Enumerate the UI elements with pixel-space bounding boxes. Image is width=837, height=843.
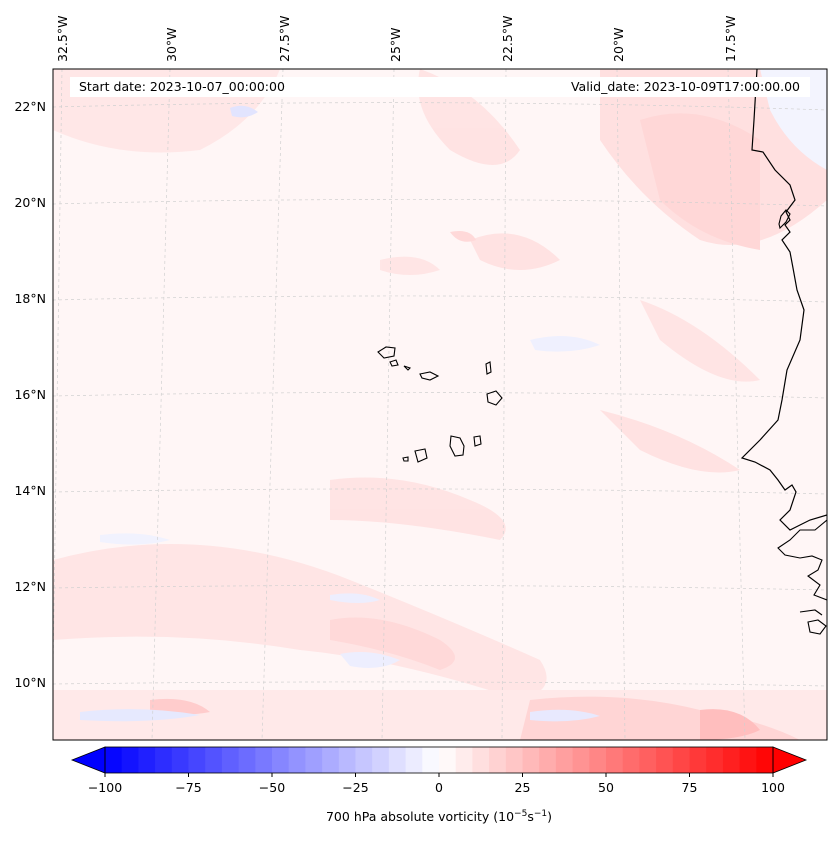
- graticule: [53, 69, 827, 740]
- lon-label: 27.5°W: [277, 16, 292, 62]
- colorbar-tick-label: −75: [175, 780, 201, 795]
- colorbar-cell: [272, 747, 290, 773]
- colorbar-cell: [305, 747, 323, 773]
- vorticity-field: [53, 69, 827, 740]
- lat-label: 14°N: [14, 483, 46, 498]
- lon-label: 32.5°W: [55, 16, 70, 62]
- colorbar: −100 −75 −50 −25 0 25 50 75 100 700 hPa absolute…: [70, 746, 808, 824]
- colorbar-cell: [205, 747, 223, 773]
- colorbar-cell: [355, 747, 373, 773]
- colorbar-cell: [689, 747, 707, 773]
- colorbar-cell: [606, 747, 624, 773]
- lat-label: 18°N: [14, 291, 46, 306]
- colorbar-cell: [171, 747, 190, 773]
- colorbar-cell: [188, 747, 206, 773]
- colorbar-cell: [505, 747, 524, 773]
- start-date: Start date: 2023-10-07_00:00:00: [79, 79, 285, 94]
- colorbar-cell: [522, 747, 540, 773]
- lon-label: 22.5°W: [500, 16, 515, 62]
- colorbar-cell: [372, 747, 390, 773]
- colorbar-cell: [322, 747, 340, 773]
- colorbar-cell: [656, 747, 674, 773]
- colorbar-cell: [138, 747, 156, 773]
- colorbar-cell: [639, 747, 657, 773]
- colorbar-max-extend: [772, 746, 808, 774]
- colorbar-cell: [756, 747, 774, 773]
- colorbar-cell: [555, 747, 574, 773]
- colorbar-cell: [589, 747, 607, 773]
- dakar-peninsula: [778, 209, 791, 230]
- colorbar-cell: [722, 747, 741, 773]
- colorbar-cell: [255, 747, 273, 773]
- colorbar-tick-label: −50: [259, 780, 285, 795]
- colorbar-cells: [105, 747, 774, 773]
- colorbar-tick-label: −100: [88, 780, 122, 795]
- map-frame: [52, 68, 828, 741]
- colorbar-label: 700 hPa absolute vorticity (10−5s−1): [326, 809, 552, 824]
- colorbar-tick-label: 25: [515, 780, 531, 795]
- lon-label: 17.5°W: [723, 16, 738, 62]
- colorbar-cell: [472, 747, 490, 773]
- colorbar-tick-label: 50: [598, 780, 614, 795]
- colorbar-cell: [221, 747, 240, 773]
- african-coastline: [740, 69, 827, 531]
- colorbar-cell: [439, 747, 457, 773]
- cape-verde-islands: [377, 346, 503, 463]
- colorbar-cell: [455, 747, 473, 773]
- lat-label: 20°N: [14, 195, 46, 210]
- colorbar-cell: [489, 747, 507, 773]
- colorbar-ticks: −100 −75 −50 −25 0 25 50 75 100: [88, 773, 785, 795]
- colorbar-tick-label: −25: [342, 780, 368, 795]
- valid-date: Valid_date: 2023-10-09T17:00:00.00: [571, 79, 800, 94]
- colorbar-tick-label: 75: [682, 780, 698, 795]
- colorbar-cell: [405, 747, 423, 773]
- lon-label: 30°W: [164, 27, 179, 62]
- latitude-labels: 22°N 20°N 18°N 16°N 14°N 12°N 10°N: [14, 99, 46, 690]
- colorbar-cell: [105, 747, 123, 773]
- longitude-labels: 32.5°W 30°W 27.5°W 25°W 22.5°W 20°W 17.5…: [55, 16, 738, 62]
- map-panel: [53, 69, 827, 740]
- colorbar-cell: [422, 747, 440, 773]
- colorbar-cell: [739, 747, 757, 773]
- lat-label: 12°N: [14, 579, 46, 594]
- lon-label: 25°W: [388, 27, 403, 62]
- colorbar-cell: [388, 747, 407, 773]
- lat-label: 16°N: [14, 387, 46, 402]
- colorbar-tick-label: 100: [761, 780, 785, 795]
- lon-label: 20°W: [611, 27, 626, 62]
- colorbar-min-extend: [70, 746, 106, 774]
- colorbar-cell: [288, 747, 306, 773]
- colorbar-tick-label: 0: [435, 780, 443, 795]
- colorbar-cell: [572, 747, 590, 773]
- colorbar-cell: [338, 747, 357, 773]
- colorbar-cell: [238, 747, 256, 773]
- colorbar-cell: [672, 747, 691, 773]
- date-banner: [70, 77, 810, 97]
- colorbar-cell: [155, 747, 173, 773]
- colorbar-cell: [706, 747, 724, 773]
- colorbar-cell: [121, 747, 139, 773]
- lat-label: 22°N: [14, 99, 46, 114]
- west-africa-coast-south: [777, 519, 827, 635]
- lat-label: 10°N: [14, 675, 46, 690]
- colorbar-cell: [622, 747, 640, 773]
- colorbar-cell: [539, 747, 557, 773]
